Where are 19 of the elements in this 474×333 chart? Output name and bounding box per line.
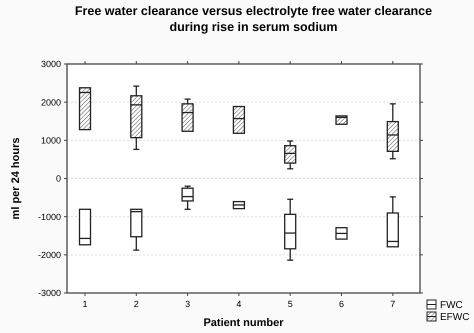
y-tick-label: 2000 bbox=[40, 97, 61, 108]
y-tick-label: 0 bbox=[56, 174, 61, 184]
legend-label: EFWC bbox=[440, 312, 470, 323]
legend-label: FWC bbox=[440, 300, 463, 311]
y-tick-label: 1000 bbox=[40, 135, 61, 146]
x-tick-label: 1 bbox=[82, 299, 88, 309]
y-tick-label: -3000 bbox=[38, 288, 61, 298]
y-axis-title: ml per 24 hours bbox=[10, 138, 22, 220]
x-tick-label: 5 bbox=[288, 299, 293, 309]
x-tick-label: 4 bbox=[236, 299, 242, 309]
y-tick-label: -2000 bbox=[38, 250, 61, 260]
x-tick-label: 2 bbox=[134, 299, 139, 309]
x-tick-label: 3 bbox=[185, 299, 190, 309]
y-tick-label: 3000 bbox=[40, 59, 61, 70]
y-tick-label: -1000 bbox=[38, 212, 61, 222]
x-axis-title: Patient number bbox=[203, 317, 284, 329]
x-tick-label: 6 bbox=[338, 299, 344, 309]
chart-title: Free water clearance versus electrolyte free water clearance during rise in serum sodium bbox=[74, 4, 432, 34]
x-tick-label: 7 bbox=[390, 299, 396, 309]
